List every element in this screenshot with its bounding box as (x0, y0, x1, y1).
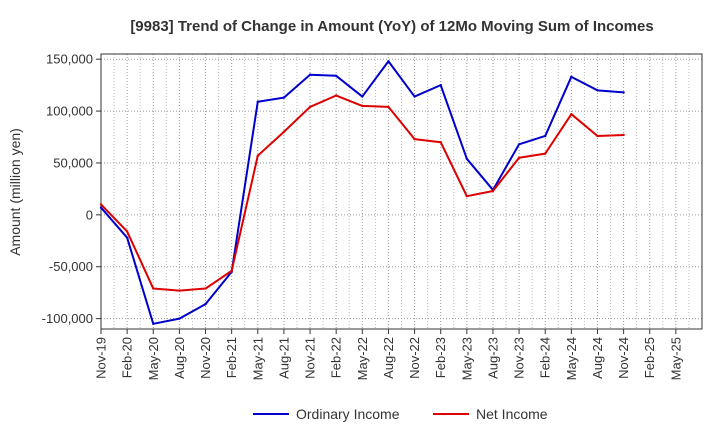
data-point (125, 230, 129, 233)
data-point (178, 317, 181, 320)
x-tick-label: Aug-22 (381, 337, 396, 379)
data-point (544, 152, 547, 155)
data-point (622, 133, 625, 137)
data-point (570, 112, 573, 116)
data-point (308, 105, 312, 109)
x-tick-label: Nov-22 (407, 337, 422, 379)
data-point (413, 95, 416, 98)
x-tick-label: Nov-20 (198, 337, 213, 379)
x-tick-label: Feb-24 (538, 337, 553, 378)
data-point (517, 143, 521, 146)
x-axis-ticks: Nov-19 Feb-20 May-20 Aug-20 Nov-20 Feb-21 May-… (94, 329, 683, 380)
data-point (99, 206, 103, 209)
data-point (596, 134, 599, 138)
data-point (387, 105, 390, 109)
data-point (282, 130, 286, 134)
x-tick-label: May-21 (250, 337, 265, 380)
data-point (282, 96, 286, 99)
y-tick-label: 50,000 (53, 155, 93, 170)
data-point (334, 74, 338, 77)
data-point (99, 203, 103, 206)
data-point (361, 104, 364, 108)
x-tick-label: Aug-20 (172, 337, 187, 379)
data-point (152, 287, 155, 290)
x-tick-label: Aug-23 (485, 337, 500, 379)
data-point (361, 95, 364, 98)
data-point (596, 89, 599, 92)
legend: Ordinary Income Net Income (253, 406, 548, 422)
x-tick-label: May-22 (355, 337, 370, 380)
grid (100, 54, 703, 329)
y-tick-label: -50,000 (49, 259, 93, 274)
data-point (125, 236, 129, 239)
y-tick-label: 150,000 (46, 52, 93, 67)
x-tick-label: May-25 (668, 337, 683, 380)
y-tick-label: -100,000 (42, 311, 93, 326)
y-axis-label: Amount (million yen) (7, 128, 23, 256)
x-tick-label: Nov-24 (616, 337, 631, 379)
x-tick-label: May-24 (564, 337, 579, 380)
x-tick-label: Feb-25 (642, 337, 657, 378)
data-point (178, 289, 181, 292)
data-point (517, 156, 521, 159)
x-tick-label: Aug-24 (590, 337, 605, 379)
data-point (230, 269, 233, 273)
data-point (413, 137, 416, 141)
x-tick-label: Nov-23 (512, 337, 527, 379)
data-point (256, 100, 259, 103)
legend-label-ordinary-income: Ordinary Income (296, 406, 400, 422)
x-tick-label: Feb-20 (120, 337, 135, 378)
x-tick-label: Feb-21 (224, 337, 239, 378)
data-point (439, 141, 442, 144)
data-point (465, 157, 469, 161)
data-point (204, 302, 207, 306)
x-tick-label: May-23 (459, 337, 474, 380)
x-tick-label: Feb-23 (433, 337, 448, 378)
chart-title: [9983] Trend of Change in Amount (YoY) o… (130, 18, 653, 35)
x-tick-label: May-20 (146, 337, 161, 380)
plot-frame (100, 53, 703, 330)
data-point (387, 60, 390, 63)
data-point (334, 94, 338, 97)
x-tick-label: Nov-19 (94, 337, 109, 379)
data-point (204, 287, 207, 290)
data-point (465, 194, 469, 198)
data-point (622, 91, 625, 94)
x-tick-label: Nov-21 (303, 337, 318, 379)
data-point (491, 189, 495, 193)
x-tick-label: Feb-22 (329, 337, 344, 378)
y-axis-ticks: 150,000 100,000 50,000 0 -50,000 -100,000 (42, 52, 101, 326)
data-point (570, 75, 573, 79)
data-point (439, 83, 442, 87)
series-lines (99, 60, 625, 326)
data-point (308, 73, 312, 76)
data-point (256, 154, 259, 157)
y-tick-label: 0 (86, 207, 93, 222)
data-point (544, 134, 547, 138)
y-tick-label: 100,000 (46, 104, 93, 119)
x-tick-label: Aug-21 (276, 337, 291, 379)
legend-label-net-income: Net Income (476, 406, 548, 422)
data-point (152, 322, 155, 326)
